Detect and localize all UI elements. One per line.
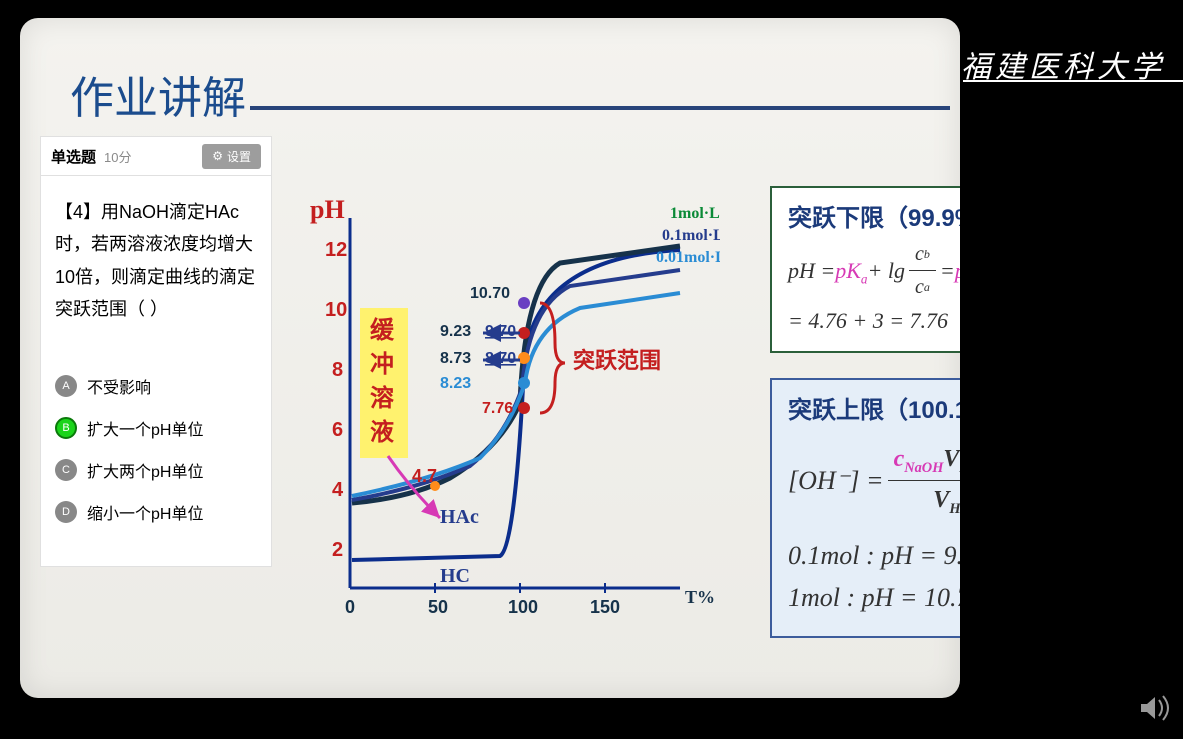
formula2-eq: [OH⁻] = cNaOH VNaOH - cHAc VHAc VHAc + V… [788,440,960,521]
slide: 作业讲解 单选题 10分 ⚙ 设置 【4】用NaOH滴定HAc时，若两溶液浓度均… [20,18,960,698]
settings-button[interactable]: ⚙ 设置 [202,144,261,169]
svg-text:液: 液 [370,418,394,446]
option-d-label: 缩小一个pH单位 [87,500,203,524]
option-b[interactable]: B 扩大一个pH单位 [55,416,257,440]
title-underline [250,106,950,110]
formula1-line1: pH = pKa + lg cbca = pKa + lg 9991 [788,238,960,303]
svg-text:4: 4 [332,479,344,501]
formula1-line2: = 4.76 + 3 = 7.76 [788,303,960,338]
question-type: 单选题 [51,146,96,167]
options: A 不受影响 B 扩大一个pH单位 C 扩大两个pH单位 D 缩小一个pH单位 [55,374,257,524]
question-body: 【4】用NaOH滴定HAc时，若两溶液浓度均增大10倍，则滴定曲线的滴定突跃范围… [40,176,272,567]
svg-text:2: 2 [332,539,343,561]
formula2-line3: 0.1mol : pH = 9.7 [788,535,960,577]
svg-text:8.23: 8.23 [440,375,471,392]
svg-text:0.01mol·L: 0.01mol·L [656,249,720,266]
svg-text:4.7: 4.7 [412,466,437,486]
svg-text:HAc: HAc [440,506,479,528]
svg-text:缓: 缓 [370,316,395,344]
svg-text:HC: HC [440,565,470,587]
svg-text:10.70: 10.70 [470,285,510,302]
question-text: 【4】用NaOH滴定HAc时，若两溶液浓度均增大10倍，则滴定曲线的滴定突跃范围… [55,196,257,326]
formula2-title: 突跃上限（100.1%）： [788,392,960,430]
svg-text:溶: 溶 [370,384,394,412]
formula1-title: 突跃下限（99.9%）： [788,200,960,238]
svg-text:1mol·L: 1mol·L [670,205,720,222]
settings-label: 设置 [227,148,251,165]
option-a-label: 不受影响 [87,374,151,398]
svg-text:突跃范围: 突跃范围 [573,348,661,373]
svg-text:100: 100 [508,597,538,617]
option-a-badge: A [55,375,77,397]
question-score: 10分 [104,147,131,166]
formula-upper-limit: 突跃上限（100.1%）： [OH⁻] = cNaOH VNaOH - cHAc… [770,378,960,638]
formula-lower-limit: 突跃下限（99.9%）： pH = pKa + lg cbca = pKa + … [770,186,960,353]
svg-text:0.1mol·L: 0.1mol·L [662,227,720,244]
svg-text:9.23: 9.23 [440,323,471,340]
svg-text:150: 150 [590,597,620,617]
svg-text:冲: 冲 [370,351,394,378]
option-d[interactable]: D 缩小一个pH单位 [55,500,257,524]
slide-title: 作业讲解 [70,62,246,126]
option-c-badge: C [55,459,77,481]
option-d-badge: D [55,501,77,523]
svg-text:6: 6 [332,419,343,441]
formula2-line4: 1mol : pH = 10.7 [788,577,960,619]
option-c-label: 扩大两个pH单位 [87,458,203,482]
svg-text:0: 0 [345,597,355,617]
gear-icon: ⚙ [212,149,223,163]
svg-text:8: 8 [332,359,343,381]
university-underline [963,80,1183,82]
svg-text:7.76: 7.76 [482,400,513,417]
option-b-label: 扩大一个pH单位 [87,416,203,440]
x-axis-label: T% [685,587,715,607]
sound-icon [1137,694,1173,727]
svg-text:50: 50 [428,597,448,617]
svg-text:8.73: 8.73 [440,350,471,367]
option-c[interactable]: C 扩大两个pH单位 [55,458,257,482]
titration-chart: pH T% 12 10 8 6 4 2 0 50 100 150 缓 冲 溶 液 [280,188,720,628]
svg-text:10: 10 [325,299,347,321]
y-axis-label: pH [310,195,345,224]
option-a[interactable]: A 不受影响 [55,374,257,398]
question-header: 单选题 10分 ⚙ 设置 [40,136,272,176]
option-b-badge: B [55,417,77,439]
svg-text:12: 12 [325,239,347,261]
